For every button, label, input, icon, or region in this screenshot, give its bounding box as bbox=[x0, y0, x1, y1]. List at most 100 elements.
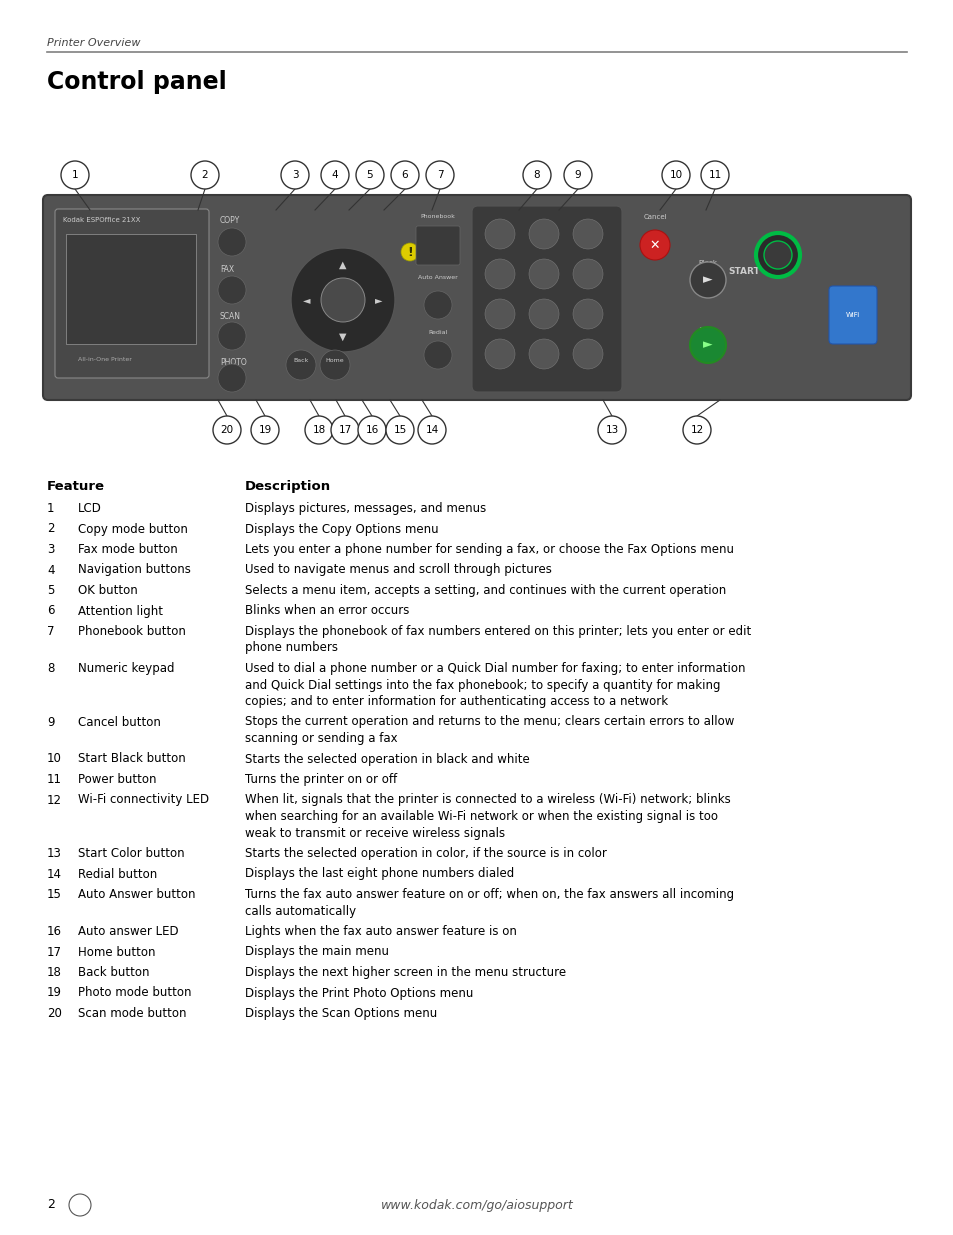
Circle shape bbox=[573, 219, 602, 249]
Text: 2: 2 bbox=[539, 226, 547, 236]
Text: Start Black button: Start Black button bbox=[78, 752, 186, 766]
Circle shape bbox=[69, 1194, 91, 1216]
Text: Sym: Sym bbox=[494, 358, 505, 363]
Text: Used to navigate menus and scroll through pictures: Used to navigate menus and scroll throug… bbox=[245, 563, 551, 577]
Text: ▲: ▲ bbox=[339, 261, 346, 270]
Circle shape bbox=[573, 259, 602, 289]
FancyBboxPatch shape bbox=[472, 206, 621, 391]
Circle shape bbox=[291, 248, 395, 352]
Text: 6: 6 bbox=[401, 170, 408, 180]
Text: Back: Back bbox=[293, 358, 309, 363]
Text: 4: 4 bbox=[47, 563, 54, 577]
Text: 17: 17 bbox=[47, 946, 62, 958]
FancyBboxPatch shape bbox=[66, 233, 195, 345]
Text: Printer Overview: Printer Overview bbox=[47, 38, 140, 48]
Text: Cancel: Cancel bbox=[642, 214, 666, 220]
Text: ▼: ▼ bbox=[339, 332, 346, 342]
Text: 7: 7 bbox=[436, 170, 443, 180]
Circle shape bbox=[191, 161, 219, 189]
Text: Feature: Feature bbox=[47, 480, 105, 493]
Text: #: # bbox=[583, 346, 592, 356]
Circle shape bbox=[281, 161, 309, 189]
Circle shape bbox=[700, 161, 728, 189]
Text: 12: 12 bbox=[47, 794, 62, 806]
Text: Space: Space bbox=[580, 358, 595, 363]
Circle shape bbox=[391, 161, 418, 189]
Text: 16: 16 bbox=[47, 925, 62, 939]
Text: *: * bbox=[497, 346, 502, 356]
Text: Wi-Fi connectivity LED: Wi-Fi connectivity LED bbox=[78, 794, 209, 806]
Text: All-in-One Printer: All-in-One Printer bbox=[78, 357, 132, 362]
Circle shape bbox=[423, 291, 452, 319]
FancyBboxPatch shape bbox=[43, 195, 910, 400]
Text: Displays the main menu: Displays the main menu bbox=[245, 946, 389, 958]
Text: when searching for an available Wi-Fi network or when the existing signal is too: when searching for an available Wi-Fi ne… bbox=[245, 810, 718, 823]
FancyBboxPatch shape bbox=[55, 209, 209, 378]
Circle shape bbox=[682, 416, 710, 445]
Text: pqrs: pqrs bbox=[494, 319, 505, 324]
Text: 1: 1 bbox=[47, 501, 54, 515]
FancyBboxPatch shape bbox=[416, 226, 459, 266]
Circle shape bbox=[661, 161, 689, 189]
Circle shape bbox=[357, 416, 386, 445]
Text: Color: Color bbox=[699, 327, 717, 333]
Text: 5: 5 bbox=[47, 584, 54, 597]
Text: Attention light: Attention light bbox=[78, 604, 163, 618]
Text: !: ! bbox=[407, 246, 413, 258]
Circle shape bbox=[573, 338, 602, 369]
Text: Blinks when an error occurs: Blinks when an error occurs bbox=[245, 604, 409, 618]
Text: COPY: COPY bbox=[220, 216, 240, 225]
Text: 8: 8 bbox=[47, 662, 54, 676]
Text: 7: 7 bbox=[496, 306, 503, 316]
Text: LCD: LCD bbox=[78, 501, 102, 515]
Circle shape bbox=[689, 262, 725, 298]
Text: Description: Description bbox=[245, 480, 331, 493]
Text: 17: 17 bbox=[338, 425, 352, 435]
Text: 20: 20 bbox=[220, 425, 233, 435]
Text: OK: OK bbox=[334, 295, 352, 305]
Text: ►: ► bbox=[702, 273, 712, 287]
Circle shape bbox=[755, 233, 800, 277]
Text: 4: 4 bbox=[332, 170, 338, 180]
Text: Cancel button: Cancel button bbox=[78, 715, 161, 729]
Text: and Quick Dial settings into the fax phonebook; to specify a quantity for making: and Quick Dial settings into the fax pho… bbox=[245, 678, 720, 692]
Text: weak to transmit or receive wireless signals: weak to transmit or receive wireless sig… bbox=[245, 826, 504, 840]
Circle shape bbox=[522, 161, 551, 189]
Circle shape bbox=[213, 416, 241, 445]
Text: START: START bbox=[727, 268, 759, 277]
Text: WiFi: WiFi bbox=[845, 312, 860, 317]
Text: 15: 15 bbox=[47, 888, 62, 902]
Text: Turns the fax auto answer feature on or off; when on, the fax answers all incomi: Turns the fax auto answer feature on or … bbox=[245, 888, 734, 902]
Text: Used to dial a phone number or a Quick Dial number for faxing; to enter informat: Used to dial a phone number or a Quick D… bbox=[245, 662, 744, 676]
Text: mno: mno bbox=[582, 279, 593, 284]
Text: Numeric keypad: Numeric keypad bbox=[78, 662, 174, 676]
Text: Auto Answer button: Auto Answer button bbox=[78, 888, 195, 902]
Text: 13: 13 bbox=[47, 847, 62, 860]
Text: 8: 8 bbox=[533, 170, 539, 180]
Circle shape bbox=[355, 161, 384, 189]
Circle shape bbox=[305, 416, 333, 445]
Text: Turns the printer on or off: Turns the printer on or off bbox=[245, 773, 396, 785]
Circle shape bbox=[529, 259, 558, 289]
Text: ghi: ghi bbox=[496, 279, 503, 284]
Circle shape bbox=[426, 161, 454, 189]
Text: PHOTO: PHOTO bbox=[220, 358, 247, 367]
Text: 5: 5 bbox=[539, 266, 547, 275]
Circle shape bbox=[400, 243, 418, 261]
Text: 18: 18 bbox=[312, 425, 325, 435]
Text: Power button: Power button bbox=[78, 773, 156, 785]
Circle shape bbox=[689, 327, 725, 363]
Text: www.kodak.com/go/aiosupport: www.kodak.com/go/aiosupport bbox=[380, 1198, 573, 1212]
Text: Start Color button: Start Color button bbox=[78, 847, 185, 860]
Text: calls automatically: calls automatically bbox=[245, 904, 355, 918]
Text: phone numbers: phone numbers bbox=[245, 641, 337, 655]
Text: Stops the current operation and returns to the menu; clears certain errors to al: Stops the current operation and returns … bbox=[245, 715, 734, 729]
Text: 19: 19 bbox=[258, 425, 272, 435]
Text: wxyz: wxyz bbox=[581, 319, 594, 324]
Text: Scan mode button: Scan mode button bbox=[78, 1007, 186, 1020]
Text: 11: 11 bbox=[708, 170, 720, 180]
Text: 9: 9 bbox=[47, 715, 54, 729]
Text: 15: 15 bbox=[393, 425, 406, 435]
Circle shape bbox=[251, 416, 278, 445]
Text: 7: 7 bbox=[47, 625, 54, 638]
